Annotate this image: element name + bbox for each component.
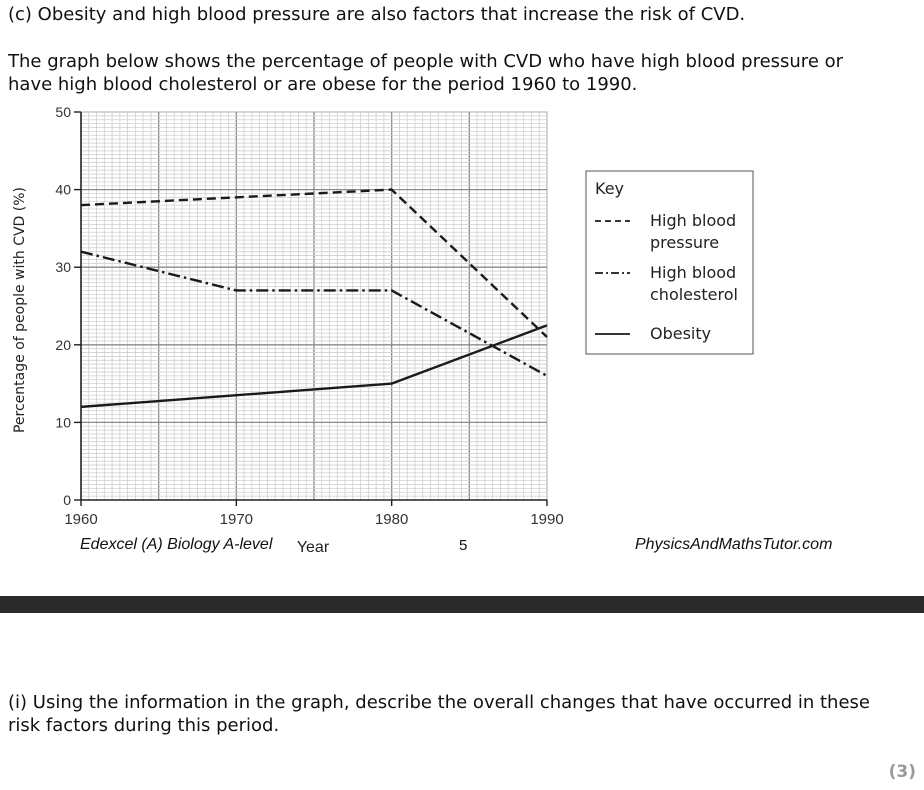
legend-box bbox=[585, 170, 754, 355]
x-tick-label: 1970 bbox=[220, 511, 253, 528]
y-tick-label: 50 bbox=[55, 104, 71, 120]
marks-label: (3) bbox=[888, 762, 916, 782]
intro-line-2: have high blood cholesterol or are obese… bbox=[8, 74, 638, 95]
x-axis-label: Year bbox=[297, 539, 330, 556]
intro-line-1: The graph below shows the percentage of … bbox=[8, 51, 844, 72]
footer-exam-board: Edexcel (A) Biology A-level bbox=[80, 536, 273, 553]
x-tick-label: 1960 bbox=[64, 511, 97, 528]
y-tick-label: 20 bbox=[55, 337, 71, 353]
y-tick-label: 0 bbox=[63, 492, 71, 508]
question-c-text: (c) Obesity and high blood pressure are … bbox=[8, 4, 746, 25]
legend-label-2: cholesterol bbox=[650, 285, 738, 304]
y-axis-label: Percentage of people with CVD (%) bbox=[12, 187, 28, 433]
chart-legend: Key High blood pressure High blood cholester… bbox=[585, 170, 754, 355]
legend-label-2: High blood bbox=[650, 263, 736, 282]
y-tick-label: 10 bbox=[55, 414, 71, 430]
footer-website: PhysicsAndMathsTutor.com bbox=[635, 536, 833, 553]
y-tick-label: 30 bbox=[55, 259, 71, 275]
graph-intro-text: The graph below shows the percentage of … bbox=[8, 50, 913, 96]
question-i-line-1: (i) Using the information in the graph, … bbox=[8, 692, 870, 713]
legend-label-1: High blood bbox=[650, 211, 736, 230]
question-i-line-2: risk factors during this period. bbox=[8, 715, 280, 736]
page-divider bbox=[0, 596, 924, 613]
y-tick-label: 40 bbox=[55, 182, 71, 198]
x-tick-label: 1980 bbox=[375, 511, 408, 528]
chart-grid bbox=[80, 111, 548, 501]
legend-label-1: pressure bbox=[650, 233, 719, 252]
cvd-line-chart: 0 10 20 30 40 50 1960 1970 1980 1990 Year Percentag… bbox=[12, 104, 754, 556]
footer-page-number: 5 bbox=[459, 537, 468, 554]
chart-axes: 0 10 20 30 40 50 1960 1970 1980 1990 Year Percentag… bbox=[12, 104, 564, 556]
legend-label-3: Obesity bbox=[650, 324, 711, 343]
series-line-1 bbox=[80, 188, 548, 338]
legend-title: Key bbox=[595, 179, 624, 198]
chart-series bbox=[80, 188, 548, 409]
question-i-text: (i) Using the information in the graph, … bbox=[8, 691, 918, 737]
series-line-3 bbox=[80, 324, 548, 409]
x-tick-label: 1990 bbox=[530, 511, 563, 528]
